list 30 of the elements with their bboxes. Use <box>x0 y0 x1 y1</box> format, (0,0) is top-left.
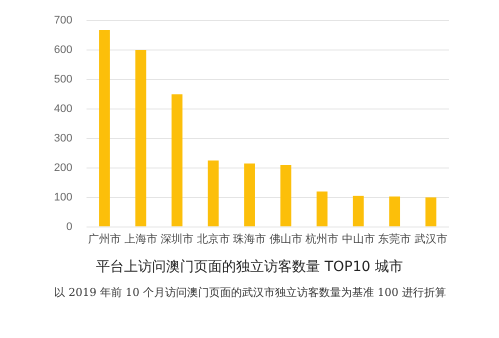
bar <box>172 94 182 226</box>
text: 平台上访问澳门页面的独立访客数量 TOP10 城市 <box>95 258 404 276</box>
bar <box>425 197 436 226</box>
bar <box>244 163 255 226</box>
bar <box>99 30 110 226</box>
y-tick-label: 600 <box>54 44 72 56</box>
bar <box>316 191 328 226</box>
x-tick-label: 东莞市 <box>378 232 412 246</box>
x-tick-label: 珠海市 <box>233 232 266 246</box>
x-tick-label: 北京市 <box>196 232 230 246</box>
bar <box>208 160 219 226</box>
bar <box>135 50 146 226</box>
x-tick-label: 深圳市 <box>160 232 194 246</box>
x-tick-label: 武汉市 <box>414 232 448 246</box>
x-tick-label: 杭州市 <box>304 232 339 246</box>
bar <box>389 196 400 226</box>
y-tick-label: 700 <box>54 14 72 27</box>
bar <box>352 196 364 226</box>
x-tick-label: 中山市 <box>342 232 375 246</box>
y-tick-label: 400 <box>54 103 72 116</box>
y-tick-label: 0 <box>66 220 72 233</box>
y-tick-label: 100 <box>54 191 72 204</box>
bar <box>280 164 292 226</box>
y-tick-label: 500 <box>54 74 72 86</box>
text: 以 2019 年前 10 个月访问澳门页面的武汉市独立访客数量为基准 100 进行折算 <box>53 285 447 301</box>
y-tick-label: 200 <box>54 162 72 174</box>
x-tick-label: 佛山市 <box>269 232 302 246</box>
x-tick-label: 广州市 <box>88 232 121 246</box>
x-tick-label: 上海市 <box>124 232 158 246</box>
y-tick-label: 300 <box>54 132 72 144</box>
